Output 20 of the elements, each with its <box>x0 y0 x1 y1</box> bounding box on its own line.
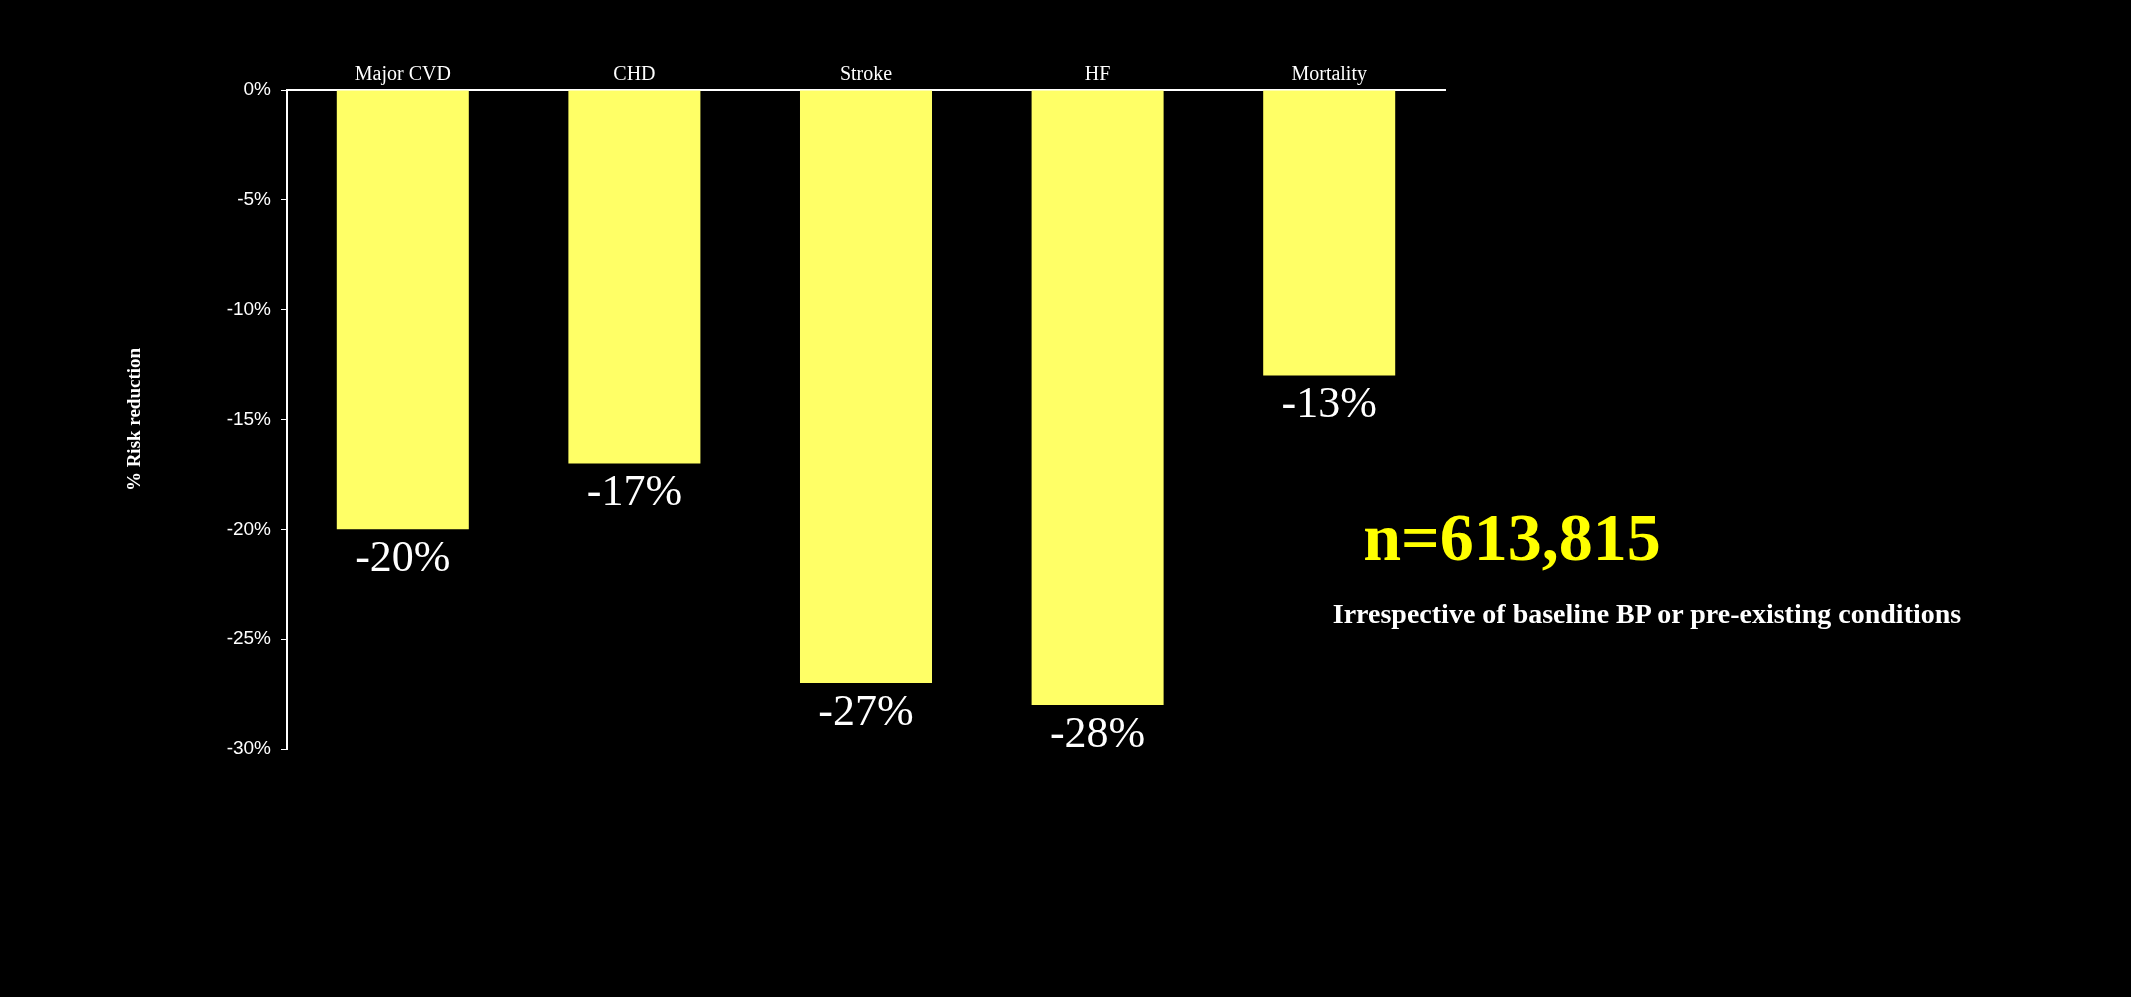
data-label: -20% <box>355 531 451 581</box>
x-tick-label: CHD <box>613 62 656 85</box>
data-label: -17% <box>586 466 683 515</box>
y-tick-label: -10% <box>226 297 272 319</box>
x-tick-label: Mortality <box>1291 62 1367 86</box>
y-tick-label: -5% <box>237 188 272 210</box>
data-label: -27% <box>818 685 914 735</box>
x-tick-label: HF <box>1084 62 1111 85</box>
y-tick-label: 0% <box>243 78 272 100</box>
x-tick-label: Major CVD <box>354 62 451 86</box>
annotation: n=613,815 <box>1363 497 1661 577</box>
data-label: -28% <box>1049 707 1146 757</box>
y-tick-label: -30% <box>226 737 272 759</box>
y-tick-label: -25% <box>226 627 272 649</box>
y-tick-label: -20% <box>226 517 272 539</box>
data-label: -13% <box>1281 378 1377 428</box>
y-axis-title: % Risk reduction <box>123 347 145 492</box>
annotation: Irrespective of baseline BP or pre-existing conditions <box>1332 598 1962 630</box>
y-tick-label: -15% <box>226 407 272 429</box>
x-tick-label: Stroke <box>839 62 893 85</box>
